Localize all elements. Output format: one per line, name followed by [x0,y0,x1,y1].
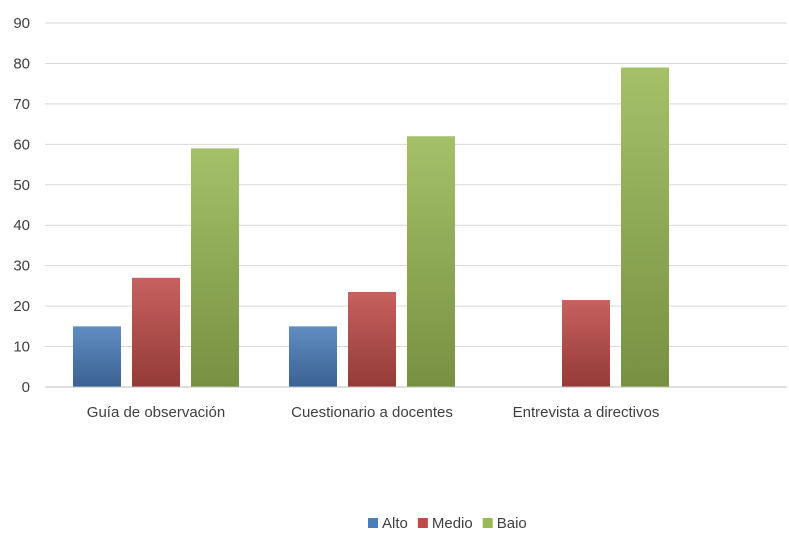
y-tick-label-70: 70 [13,96,30,113]
bar-entrevista-a-directivos-medio [562,300,610,387]
legend-label-medio: Medio [432,515,473,532]
y-tick-label-50: 50 [13,177,30,194]
legend-swatch-medio [417,518,428,528]
y-axis-tick-labels: 0 10 20 30 40 50 60 70 80 90 [13,15,30,396]
legend-item-alto: Alto [368,515,408,532]
bar-cuestionario-a-docentes-medio [348,291,396,387]
legend-label-alto: Alto [382,515,408,532]
bars [73,67,669,387]
y-tick-label-0: 0 [22,379,30,396]
y-tick-label-10: 10 [13,339,30,356]
x-category-label-guia-de-observacion: Guía de observación [87,404,225,421]
y-tick-label-20: 20 [13,298,30,315]
y-tick-label-90: 90 [13,15,30,32]
legend: Alto Medio Baio [368,515,527,532]
bar-guia-de-observacion-alto [73,326,121,387]
x-category-label-cuestionario-a-docentes: Cuestionario a docentes [291,404,453,421]
legend-item-medio: Medio [417,515,473,532]
bar-guia-de-observacion-medio [132,277,180,387]
legend-swatch-alto [368,518,378,528]
x-category-label-entrevista-a-directivos: Entrevista a directivos [513,404,660,421]
y-tick-label-30: 30 [13,258,30,275]
y-tick-label-60: 60 [13,136,30,153]
legend-swatch-baio [482,518,493,528]
x-axis-category-labels: Guía de observación Cuestionario a docent… [87,404,660,421]
bar-entrevista-a-directivos-baio [621,67,669,387]
bar-cuestionario-a-docentes-alto [289,326,337,387]
y-tick-label-40: 40 [13,217,30,234]
bar-cuestionario-a-docentes-baio [407,136,455,387]
y-tick-label-80: 80 [13,55,30,72]
bar-guia-de-observacion-baio [191,148,239,387]
legend-label-baio: Baio [497,515,527,532]
legend-item-baio: Baio [482,515,527,532]
